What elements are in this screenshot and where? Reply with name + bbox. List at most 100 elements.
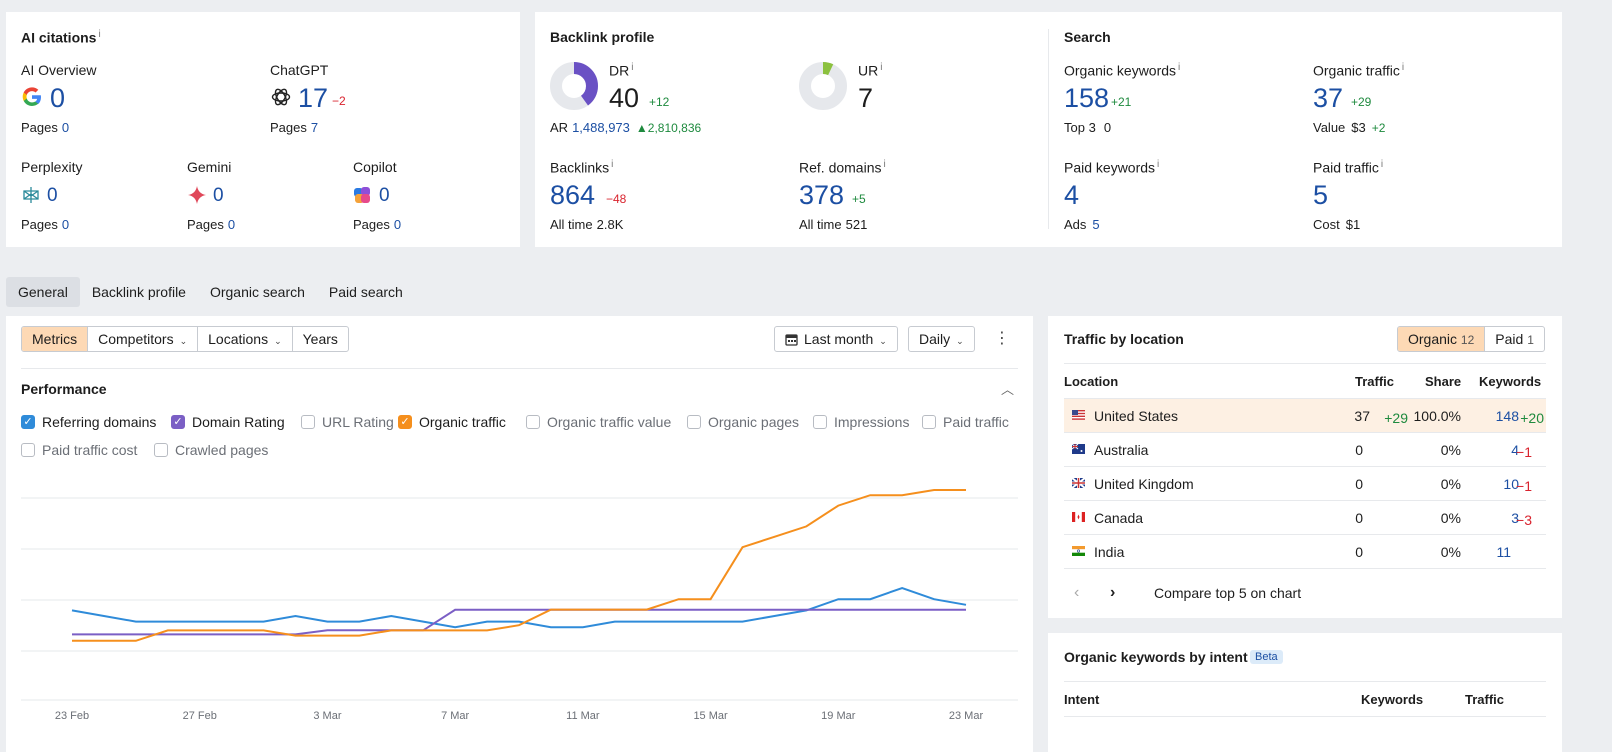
checkbox-impressions[interactable]: Impressions bbox=[813, 414, 909, 430]
ar-row: AR 1,488,973 ▲2,810,836 bbox=[550, 120, 702, 135]
col-location[interactable]: Location bbox=[1064, 374, 1119, 389]
table-row[interactable]: India 0 0% 11 bbox=[1064, 535, 1546, 569]
traffic-by-location-card bbox=[1048, 316, 1562, 618]
organic-traffic-value[interactable]: 37 bbox=[1313, 83, 1344, 113]
chatgpt-value[interactable]: 17 bbox=[298, 83, 329, 113]
organic-traffic-delta: +29 bbox=[1351, 95, 1372, 109]
more-options-icon[interactable]: ⋮ bbox=[994, 330, 1010, 347]
checkbox-paid-traffic-cost[interactable]: Paid traffic cost bbox=[21, 442, 137, 458]
copilot-icon bbox=[354, 187, 370, 203]
years-button[interactable]: Years bbox=[302, 331, 338, 347]
x-tick-label: 11 Mar bbox=[566, 710, 600, 722]
organic-toggle[interactable]: Organic 12 bbox=[1398, 327, 1486, 351]
col-intent[interactable]: Intent bbox=[1064, 692, 1100, 707]
col-share[interactable]: Share bbox=[1425, 374, 1462, 389]
tab-paid-search[interactable]: Paid search bbox=[328, 284, 403, 300]
performance-title: Performance bbox=[21, 381, 107, 397]
tab-backlink-profile[interactable]: Backlink profile bbox=[91, 284, 186, 300]
checkbox-box bbox=[301, 415, 315, 429]
period-dropdown[interactable]: Last month ⌄ bbox=[774, 326, 898, 352]
checkbox-paid-traffic[interactable]: Paid traffic bbox=[922, 414, 1009, 430]
keywords-value[interactable]: 10 bbox=[1503, 476, 1519, 492]
ref-domains-value[interactable]: 378 bbox=[799, 180, 845, 210]
ur-gauge bbox=[799, 62, 847, 110]
keywords-delta: −1 bbox=[1516, 478, 1532, 494]
metrics-button[interactable]: Metrics bbox=[22, 327, 89, 351]
keywords-value[interactable]: 11 bbox=[1496, 544, 1511, 560]
ref-domains-alltime: All time 521 bbox=[799, 217, 868, 232]
info-icon[interactable]: i bbox=[98, 29, 101, 40]
country-name[interactable]: Canada bbox=[1094, 510, 1144, 526]
ai-overview-value[interactable]: 0 bbox=[50, 83, 66, 113]
perplexity-value[interactable]: 0 bbox=[47, 185, 58, 206]
organic-traffic-label: Organic traffic i bbox=[1313, 62, 1405, 79]
paid-toggle[interactable]: Paid 1 bbox=[1495, 331, 1534, 347]
backlinks-label: Backlinks i bbox=[550, 159, 614, 176]
table-row[interactable]: United Kingdom 0 0% 10 −1 bbox=[1064, 467, 1546, 501]
collapse-icon[interactable]: ︿ bbox=[1001, 382, 1015, 397]
checkbox-label: Organic traffic value bbox=[547, 414, 672, 430]
google-icon bbox=[22, 87, 41, 106]
next-page-icon[interactable]: › bbox=[1110, 584, 1116, 601]
ai-citations-card: AI citations i AI Overview 0 Pages 0 ChatG… bbox=[6, 12, 520, 247]
ur-value: 7 bbox=[858, 83, 874, 113]
checkbox-referring-domains[interactable]: ✓ Referring domains bbox=[21, 414, 156, 430]
x-tick-label: 27 Feb bbox=[183, 710, 217, 722]
calendar-icon bbox=[785, 334, 798, 346]
interval-dropdown[interactable]: Daily ⌄ bbox=[908, 326, 975, 352]
col-traffic[interactable]: Traffic bbox=[1355, 374, 1395, 389]
country-name[interactable]: Australia bbox=[1094, 442, 1149, 458]
traffic-by-location-title: Traffic by location bbox=[1064, 331, 1184, 347]
col-intent-traffic[interactable]: Traffic bbox=[1465, 692, 1505, 707]
col-keywords[interactable]: Keywords bbox=[1479, 374, 1542, 389]
x-tick-label: 7 Mar bbox=[441, 710, 469, 722]
checkbox-crawled-pages[interactable]: Crawled pages bbox=[154, 442, 268, 458]
gemini-value[interactable]: 0 bbox=[213, 185, 224, 206]
gemini-pages: Pages 0 bbox=[187, 217, 236, 232]
backlinks-value[interactable]: 864 bbox=[550, 180, 596, 210]
paid-keywords-value[interactable]: 4 bbox=[1064, 180, 1080, 210]
checkbox-label: Domain Rating bbox=[192, 414, 285, 430]
share-value: 0% bbox=[1440, 476, 1461, 492]
ur-label: UR i bbox=[858, 62, 883, 79]
checkbox-organic-traffic-value[interactable]: Organic traffic value bbox=[526, 414, 671, 430]
x-tick-label: 23 Mar bbox=[949, 710, 984, 722]
checkbox-box: ✓ bbox=[21, 415, 35, 429]
checkbox-domain-rating[interactable]: ✓ Domain Rating bbox=[171, 414, 285, 430]
checkbox-label: Impressions bbox=[834, 414, 910, 430]
ref-domains-delta: +5 bbox=[852, 192, 866, 206]
copilot-pages: Pages 0 bbox=[353, 217, 402, 232]
checkbox-label: Referring domains bbox=[42, 414, 157, 430]
country-name[interactable]: United Kingdom bbox=[1094, 476, 1194, 492]
series-line-1 bbox=[72, 608, 966, 636]
copilot-value[interactable]: 0 bbox=[379, 185, 390, 206]
tab-organic-search[interactable]: Organic search bbox=[209, 284, 305, 300]
paid-traffic-label: Paid traffic i bbox=[1313, 159, 1384, 176]
checkbox-organic-traffic[interactable]: ✓ Organic traffic bbox=[398, 414, 506, 430]
competitors-dropdown[interactable]: Competitors ⌄ bbox=[88, 327, 199, 351]
compare-top5-link[interactable]: Compare top 5 on chart bbox=[1154, 585, 1302, 601]
keywords-value[interactable]: 4 bbox=[1511, 442, 1519, 458]
table-row[interactable]: Australia 0 0% 4 −1 bbox=[1064, 433, 1546, 467]
beta-badge: Beta bbox=[1250, 650, 1283, 664]
locations-dropdown[interactable]: Locations ⌄ bbox=[198, 327, 293, 351]
checkbox-url-rating[interactable]: URL Rating bbox=[301, 414, 394, 430]
checkbox-organic-pages[interactable]: Organic pages bbox=[687, 414, 799, 430]
country-name[interactable]: United States bbox=[1094, 408, 1179, 424]
backlinks-delta: −48 bbox=[606, 192, 627, 206]
keywords-value[interactable]: 3 bbox=[1511, 510, 1519, 526]
col-intent-keywords[interactable]: Keywords bbox=[1361, 692, 1424, 707]
organic-keywords-value[interactable]: 158 bbox=[1064, 83, 1110, 113]
series-line-0 bbox=[71, 586, 967, 629]
table-row[interactable]: Canada 0 0% 3 −3 bbox=[1064, 501, 1546, 535]
tab-general[interactable]: General bbox=[6, 277, 80, 307]
country-name[interactable]: India bbox=[1094, 544, 1125, 560]
table-row[interactable]: United States 37 +29 100.0% 148 +20 bbox=[1064, 399, 1546, 433]
ai-citations-title: AI citations i bbox=[21, 29, 101, 46]
prev-page-icon[interactable]: ‹ bbox=[1074, 584, 1080, 601]
x-tick-label: 23 Feb bbox=[55, 710, 89, 722]
perplexity-pages: Pages 0 bbox=[21, 217, 70, 232]
paid-traffic-value[interactable]: 5 bbox=[1313, 180, 1329, 210]
keywords-value[interactable]: 148 bbox=[1495, 408, 1519, 424]
